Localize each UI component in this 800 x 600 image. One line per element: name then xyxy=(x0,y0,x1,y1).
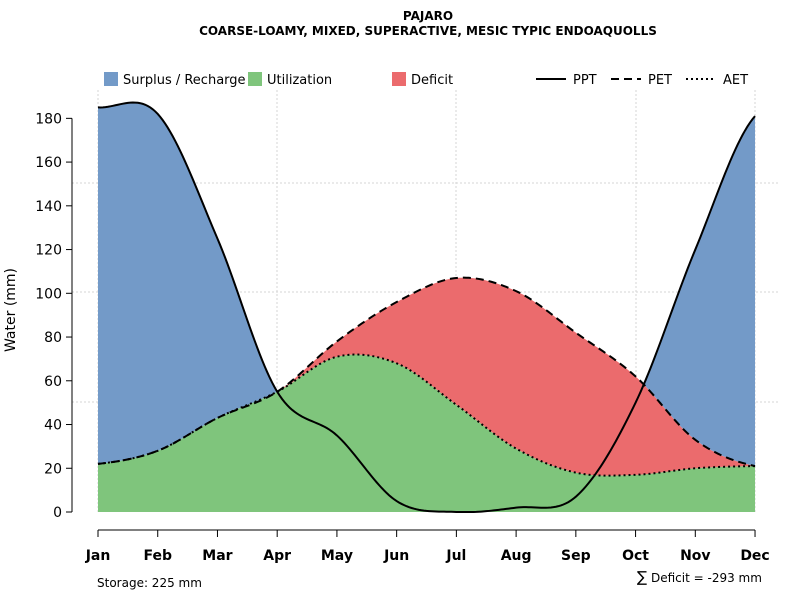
chart-title: PAJARO xyxy=(403,9,453,23)
x-tick-label: Mar xyxy=(202,548,232,564)
legend-label-deficit: Deficit xyxy=(411,73,453,88)
series-line-pet xyxy=(97,276,756,468)
x-tick-label: Nov xyxy=(680,548,710,564)
legend-label-pet: PET xyxy=(648,73,672,88)
legend-label-ppt: PPT xyxy=(573,73,597,88)
y-tick-label: 120 xyxy=(35,243,62,259)
y-tick-label: 80 xyxy=(44,330,62,346)
y-tick-label: 140 xyxy=(35,199,62,215)
legend-swatch-surplus xyxy=(104,72,118,86)
y-tick-label: 100 xyxy=(35,286,62,302)
y-tick-label: 0 xyxy=(53,505,62,521)
series-line-ppt xyxy=(97,101,756,513)
series-line-aet xyxy=(97,353,756,477)
x-tick-label: Sep xyxy=(561,548,591,564)
x-tick-label: Oct xyxy=(622,548,649,564)
y-tick-label: 20 xyxy=(44,461,62,477)
deficit-label: Deficit = -293 mm xyxy=(651,571,762,585)
x-tick-label: Jul xyxy=(445,548,466,564)
y-tick-label: 160 xyxy=(35,155,62,171)
legend-label-utilization: Utilization xyxy=(267,73,332,88)
x-tick-label: Dec xyxy=(740,548,769,564)
x-tick-label: Jun xyxy=(383,548,409,564)
y-tick-label: 180 xyxy=(35,111,62,127)
deficit-sum-symbol: ∑ xyxy=(637,568,647,586)
x-tick-label: Jan xyxy=(85,548,111,564)
legend: Surplus / Recharge Utilization Deficit P… xyxy=(104,72,748,88)
storage-label: Storage: 225 mm xyxy=(97,576,202,590)
y-tick-label: 60 xyxy=(44,374,62,390)
chart-subtitle: COARSE-LOAMY, MIXED, SUPERACTIVE, MESIC … xyxy=(199,24,657,38)
x-tick-label: May xyxy=(321,548,353,564)
legend-label-aet: AET xyxy=(723,73,748,88)
legend-label-surplus: Surplus / Recharge xyxy=(123,73,246,88)
x-tick-label: Apr xyxy=(263,548,291,564)
x-tick-label: Feb xyxy=(143,548,172,564)
area-deficit xyxy=(98,277,756,476)
x-tick-label: Aug xyxy=(501,548,532,564)
area-surplus xyxy=(98,102,756,467)
y-tick-label: 40 xyxy=(44,418,62,434)
legend-swatch-utilization xyxy=(248,72,262,86)
legend-swatch-deficit xyxy=(392,72,406,86)
plot-area: 0 20 40 60 80 100 120 140 160 180 Jan Feb Mar Apr May J… xyxy=(35,90,778,564)
y-axis-label: Water (mm) xyxy=(3,268,19,352)
area-utilization xyxy=(98,354,756,512)
